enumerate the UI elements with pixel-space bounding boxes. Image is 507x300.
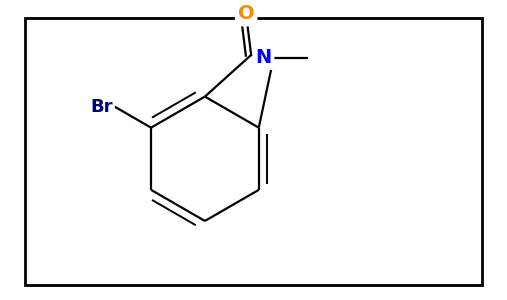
Text: Br: Br [90,98,113,116]
Text: O: O [238,4,255,23]
Text: N: N [255,48,271,67]
